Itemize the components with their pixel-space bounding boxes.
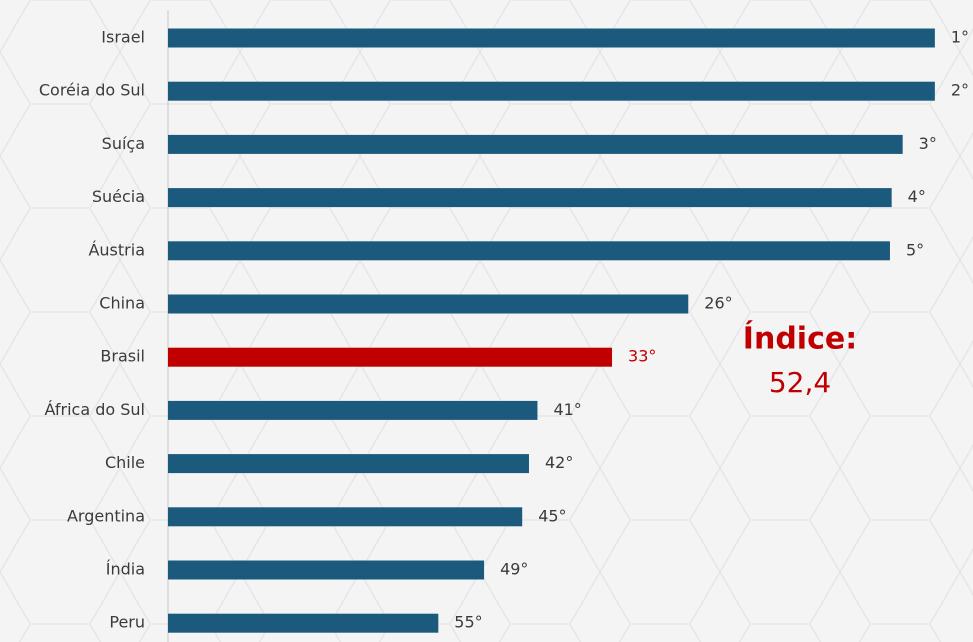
category-label: Suécia xyxy=(92,187,145,206)
category-label: Áustria xyxy=(88,240,145,259)
bar xyxy=(168,454,529,474)
category-label: Brasil xyxy=(100,347,145,366)
annotation-value: 52,4 xyxy=(769,366,831,399)
value-label: 33° xyxy=(628,347,656,366)
bar xyxy=(168,134,903,154)
category-label: Argentina xyxy=(67,506,145,525)
value-label: 42° xyxy=(545,453,573,472)
bar xyxy=(168,560,485,580)
bar xyxy=(168,28,935,48)
bar xyxy=(168,294,689,314)
category-label: Chile xyxy=(105,453,145,472)
value-label: 45° xyxy=(538,506,566,525)
category-label: África do Sul xyxy=(45,400,146,419)
value-label: 4° xyxy=(908,187,926,206)
bar xyxy=(168,507,523,527)
value-label: 55° xyxy=(454,613,482,632)
value-label: 2° xyxy=(951,81,969,100)
value-label: 3° xyxy=(919,134,937,153)
value-label: 41° xyxy=(553,400,581,419)
annotation-title: Índice: xyxy=(743,321,857,357)
value-label: 5° xyxy=(906,240,924,259)
bar xyxy=(168,400,538,420)
bar xyxy=(168,241,890,261)
bar xyxy=(168,347,613,367)
category-label: Israel xyxy=(101,28,145,47)
bar xyxy=(168,188,892,208)
category-label: Peru xyxy=(109,613,145,632)
category-label: Índia xyxy=(106,560,145,579)
category-label: China xyxy=(99,294,145,313)
bar xyxy=(168,81,935,101)
value-label: 49° xyxy=(500,560,528,579)
value-label: 26° xyxy=(704,294,732,313)
value-label: 1° xyxy=(951,28,969,47)
category-label: Coréia do Sul xyxy=(39,81,145,100)
category-label: Suíça xyxy=(102,134,145,153)
bar xyxy=(168,613,439,633)
